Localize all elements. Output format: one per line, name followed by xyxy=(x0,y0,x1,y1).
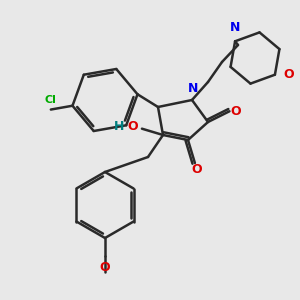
Text: N: N xyxy=(230,21,240,34)
Text: O: O xyxy=(283,68,293,81)
Text: O: O xyxy=(230,105,241,118)
Text: N: N xyxy=(188,82,198,95)
Text: O: O xyxy=(192,164,202,176)
Text: Cl: Cl xyxy=(45,94,57,105)
Text: O: O xyxy=(127,120,138,133)
Text: H: H xyxy=(114,120,124,133)
Text: O: O xyxy=(100,261,110,274)
